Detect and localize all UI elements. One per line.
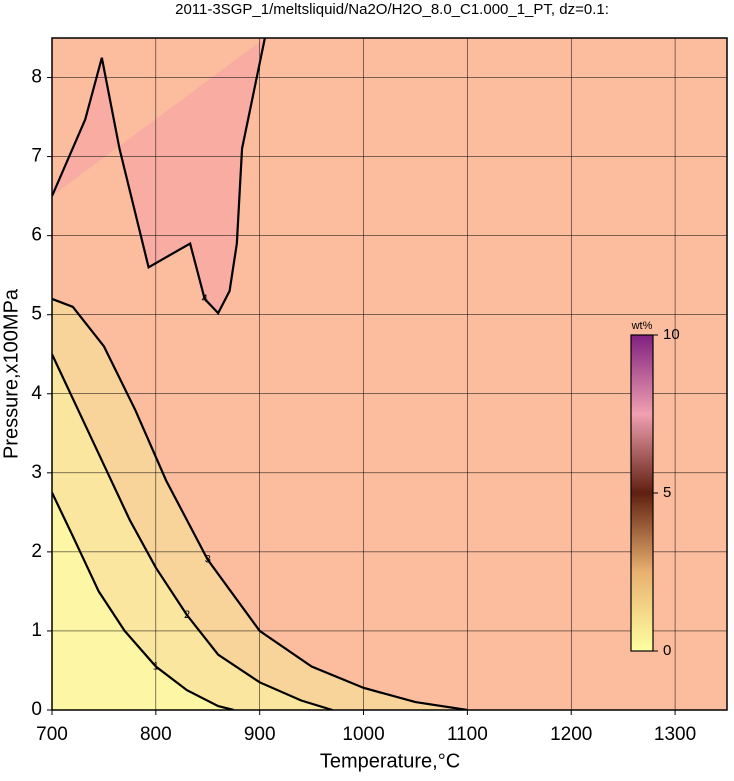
y-tick-label: 2	[31, 541, 42, 562]
colorbar-label: wt%	[631, 320, 653, 332]
contour-label: 2	[184, 609, 190, 621]
y-tick-label: 4	[31, 383, 42, 404]
y-tick-label: 7	[31, 146, 42, 167]
colorbar	[630, 334, 654, 652]
contour-line	[52, 353, 333, 710]
y-tick-label: 0	[31, 699, 42, 720]
y-tick-label: 3	[31, 462, 42, 483]
contour-fill	[52, 492, 234, 710]
x-tick-label: 1200	[550, 724, 592, 745]
y-tick-label: 1	[31, 620, 42, 641]
colorbar-tick-label: 10	[663, 326, 680, 343]
x-tick-label: 1300	[654, 724, 696, 745]
x-tick-label: 700	[36, 724, 68, 745]
x-tick-label: 900	[244, 724, 276, 745]
contour-label: 4	[202, 293, 208, 305]
x-tick-label: 800	[140, 724, 172, 745]
contour-label: 3	[205, 554, 211, 566]
y-tick-label: 6	[31, 225, 42, 246]
y-tick-label: 8	[31, 67, 42, 88]
colorbar-tick-label: 5	[663, 484, 671, 501]
x-tick-label: 1100	[447, 724, 488, 745]
x-tick-label: 1000	[342, 724, 384, 745]
y-tick-label: 5	[31, 304, 42, 325]
chart-title: 2011-3SGP_1/meltsliquid/Na2O/H2O_8.0_C1.…	[175, 1, 609, 18]
plot-frame	[51, 37, 728, 711]
y-axis-label: Pressure,x100MPa	[0, 288, 22, 459]
contour-line	[52, 38, 266, 316]
x-axis-label: Temperature,°C	[320, 750, 460, 772]
contour-line	[52, 492, 235, 710]
contour-line	[52, 297, 468, 710]
contour-fill	[52, 38, 265, 314]
colorbar-tick-label: 0	[663, 642, 671, 659]
contour-fill	[52, 354, 333, 710]
